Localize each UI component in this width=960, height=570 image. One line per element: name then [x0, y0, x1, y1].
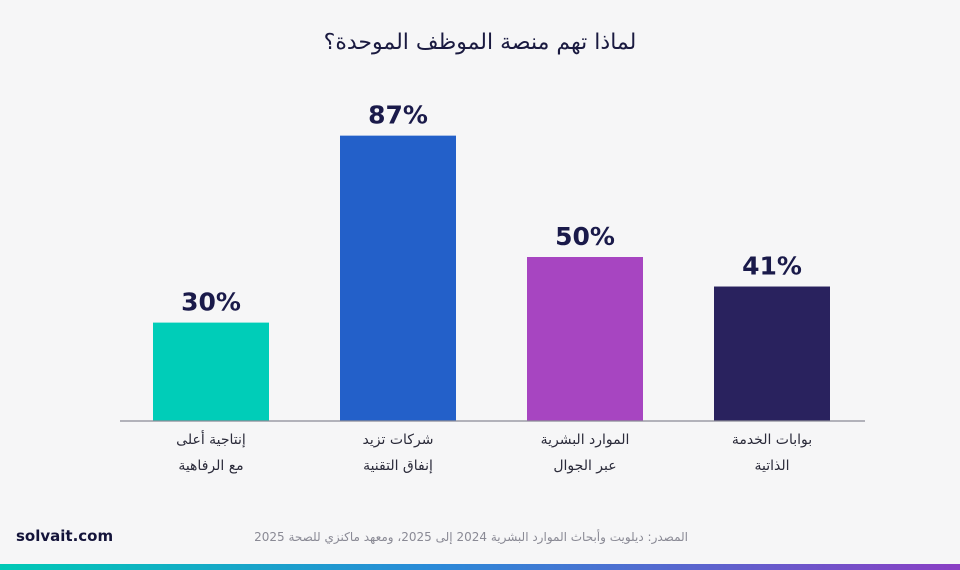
bar-2 — [340, 135, 456, 421]
bar-4 — [714, 286, 830, 421]
category-label-2-line-1: شركات تزيد — [363, 432, 434, 448]
category-label-3-line-1: الموارد البشرية — [541, 432, 630, 448]
footer-gradient-bar — [0, 564, 960, 570]
brand-logo: solvait.com — [16, 527, 114, 545]
bar-1 — [153, 322, 269, 421]
source-note: المصدر: ديلويت وأبحاث الموارد البشرية 20… — [254, 530, 688, 544]
category-label-1-line-1: إنتاجية أعلى — [176, 430, 246, 448]
value-labels-group: 30% 87% 50% 41% — [181, 101, 802, 317]
category-label-2-line-2: إنفاق التقنية — [363, 458, 433, 474]
value-label-1: 30% — [181, 288, 241, 317]
category-label-4-line-1: بوابات الخدمة — [732, 432, 812, 448]
chart-title: لماذا تهم منصة الموظف الموحدة؟ — [323, 30, 637, 55]
category-label-3-line-2: عبر الجوال — [553, 458, 616, 474]
value-label-4: 41% — [742, 252, 802, 281]
value-label-2: 87% — [368, 101, 428, 130]
category-label-1-line-2: مع الرفاهية — [178, 458, 243, 474]
value-label-3: 50% — [555, 222, 615, 251]
category-labels-group: إنتاجية أعلى مع الرفاهية شركات تزيد إنفاق ا… — [176, 430, 812, 474]
bar-3 — [527, 257, 643, 421]
category-label-4-line-2: الذاتية — [754, 458, 789, 474]
bars-group — [153, 135, 830, 421]
bar-chart: 30% 87% 50% 41% إنتاجية أعلى مع الرفاهية شركا… — [120, 101, 865, 474]
